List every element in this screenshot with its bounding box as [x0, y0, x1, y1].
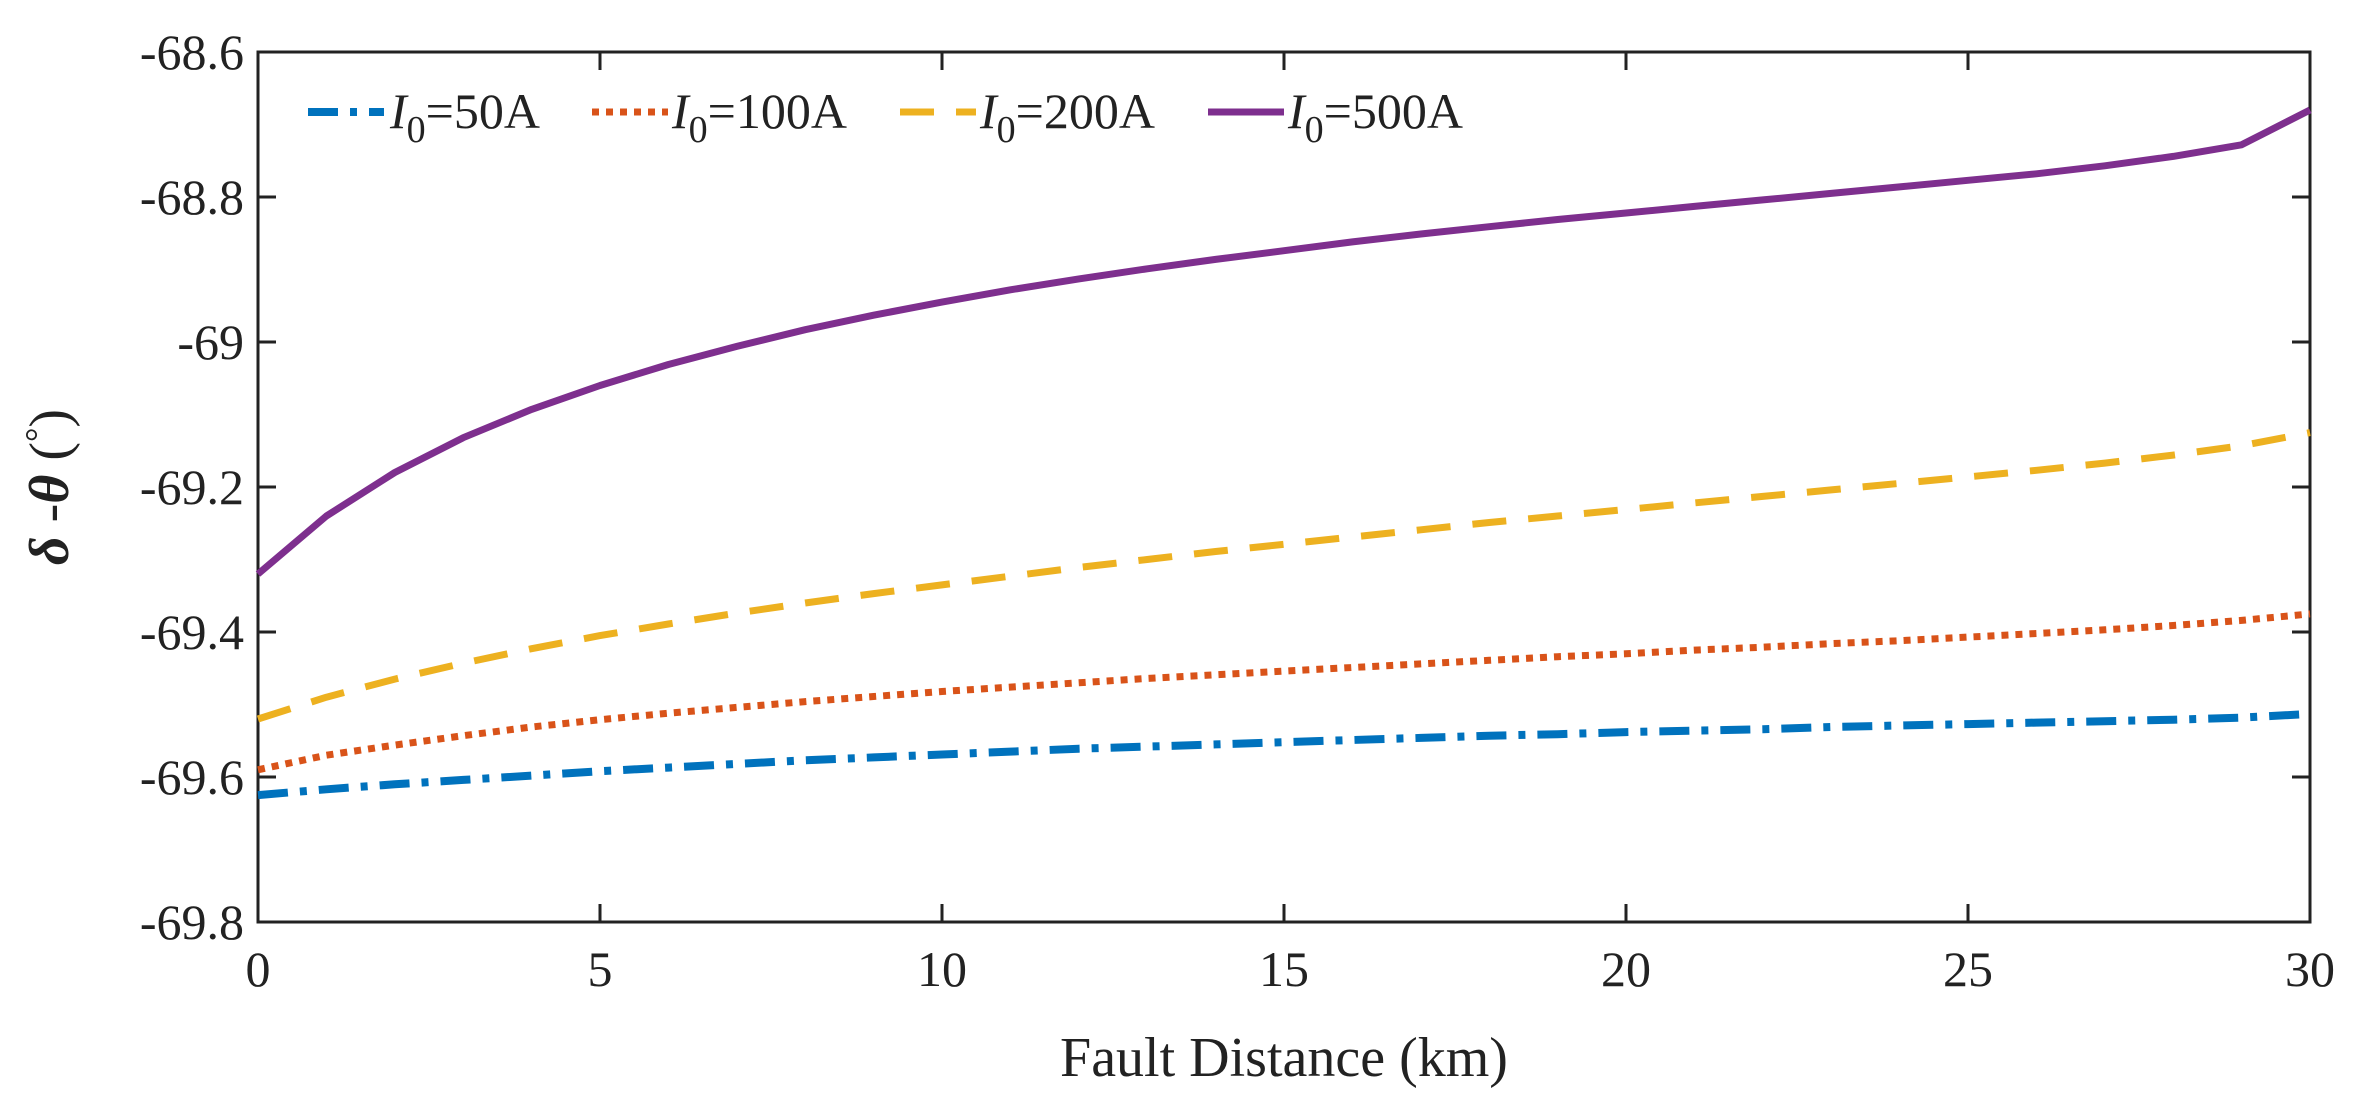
y-tick-label: -69.8: [140, 894, 244, 950]
y-axis-symbol-delta: δ: [19, 536, 81, 565]
series-line-i0-200a: [256, 429, 2311, 723]
legend-symbol: I: [979, 83, 999, 139]
legend-value: =50A: [426, 83, 540, 139]
x-axis-title: Fault Distance (km): [1060, 1027, 1508, 1089]
x-tick-label: 10: [917, 941, 967, 997]
x-tick-label: 15: [1259, 941, 1309, 997]
series-line-i0-50a: [257, 709, 2311, 800]
legend-symbol: I: [389, 83, 409, 139]
x-tick-label: 25: [1943, 941, 1993, 997]
y-axis-symbol-theta: θ: [19, 475, 81, 504]
x-tick-label: 20: [1601, 941, 1651, 997]
legend: I0=50A I0=100A I0=200A I0=500A: [308, 83, 1463, 151]
legend-symbol: I: [671, 83, 691, 139]
x-tick-label: 0: [246, 941, 271, 997]
legend-label-i0-100a: I0=100A: [671, 83, 847, 151]
legend-subscript: 0: [689, 109, 708, 151]
y-tick-label: -69.6: [140, 749, 244, 805]
y-tick-label: -68.8: [140, 169, 244, 225]
legend-value: =500A: [1324, 83, 1463, 139]
legend-value: =200A: [1016, 83, 1155, 139]
y-tick-label: -69.4: [140, 604, 244, 660]
series-line-i0-500a: [255, 106, 2312, 577]
y-axis-unit-close: ): [19, 409, 81, 428]
legend-value: =100A: [708, 83, 847, 139]
tick-layer: 0 5 10 15 20 25 30 -69.8 -69.6 -69.4 -69.2 -69 -68.8…: [140, 24, 2335, 997]
y-axis-unit-open: (: [19, 442, 81, 475]
y-axis-unit: °: [18, 428, 58, 442]
legend-label-i0-200a: I0=200A: [979, 83, 1155, 151]
y-axis-title: δ -θ (°): [18, 409, 81, 565]
x-tick-label: 30: [2285, 941, 2335, 997]
legend-label-i0-50a: I0=50A: [389, 83, 540, 151]
legend-subscript: 0: [407, 109, 426, 151]
legend-subscript: 0: [1305, 109, 1324, 151]
y-tick-label: -68.6: [140, 24, 244, 80]
series-layer: [255, 106, 2312, 800]
x-tick-label: 5: [588, 941, 613, 997]
y-tick-label: -69: [177, 314, 244, 370]
plot-frame: [256, 50, 2312, 924]
y-tick-label: -69.2: [140, 459, 244, 515]
legend-symbol: I: [1287, 83, 1307, 139]
y-axis-separator: -: [19, 504, 81, 537]
y-axis-title-group: δ -θ (°): [18, 409, 81, 565]
legend-label-i0-500a: I0=500A: [1287, 83, 1463, 151]
legend-subscript: 0: [997, 109, 1016, 151]
